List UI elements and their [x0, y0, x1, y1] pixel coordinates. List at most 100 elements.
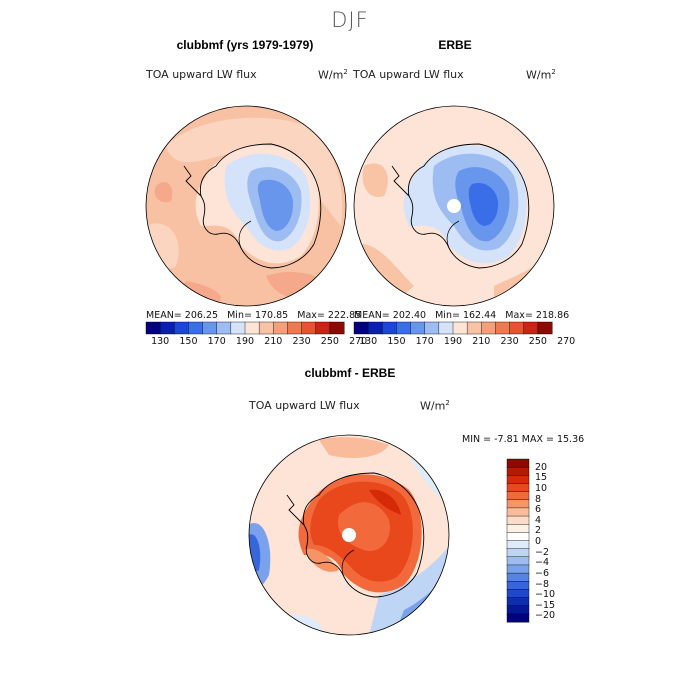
- diff-colorbar-tick-label: −2: [535, 546, 550, 558]
- left-colorbar-tick-label: 190: [235, 336, 255, 347]
- diff-map: [248, 434, 450, 636]
- right-colorbar-tick-label: 190: [443, 336, 463, 347]
- diff-colorbar-swatch: [506, 597, 530, 607]
- right-colorbar-swatch: [495, 321, 511, 335]
- left-colorbar-swatch: [188, 321, 204, 335]
- diff-colorbar-swatch: [506, 523, 530, 533]
- diff-colorbar-swatch: [506, 515, 530, 525]
- right-colorbar-swatch: [438, 321, 454, 335]
- left-colorbar-swatch: [258, 321, 274, 335]
- left-colorbar-swatch: [244, 321, 260, 335]
- right-stats: MEAN= 202.40 Min= 162.44 Max= 218.86: [354, 310, 570, 321]
- diff-panel-title: clubbmf - ERBE: [304, 366, 396, 380]
- left-colorbar-swatch: [273, 321, 288, 335]
- right-colorbar-tick-label: 250: [528, 336, 547, 347]
- diff-colorbar-tick-label: 10: [535, 482, 548, 494]
- left-colorbar-ticks: 130 150 170 190 210 230 250 270: [146, 336, 367, 350]
- right-map: [353, 105, 555, 307]
- diff-colorbar-swatch: [506, 613, 530, 623]
- right-colorbar-tick-label: 130: [359, 336, 378, 347]
- diff-colorbar-tick-label: 6: [535, 504, 542, 516]
- right-colorbar-ticks: 130 150 170 190 210 230 250 270: [354, 336, 575, 350]
- diff-colorbar-swatch: [506, 556, 530, 566]
- left-variable-label: TOA upward LW flux: [146, 68, 257, 81]
- left-stats: MEAN= 206.25 Min= 170.85 Max= 222.85: [146, 310, 362, 321]
- left-colorbar-swatch: [216, 321, 232, 335]
- diff-colorbar-tick-label: −10: [535, 589, 556, 601]
- left-colorbar-swatch: [301, 321, 317, 335]
- left-colorbar-tick-label: 230: [292, 336, 311, 347]
- left-map: [145, 105, 347, 307]
- diff-colorbar-tick-label: −6: [535, 567, 550, 579]
- right-colorbar-tick-label: 270: [557, 336, 576, 347]
- left-colorbar-swatch: [174, 321, 189, 335]
- diff-colorbar-swatch: [506, 605, 530, 615]
- right-colorbar: [353, 321, 553, 335]
- diff-variable-label: TOA upward LW flux: [249, 399, 360, 412]
- diff-colorbar-swatch: [506, 572, 530, 582]
- right-colorbar-swatch: [452, 321, 468, 335]
- right-colorbar-swatch: [466, 321, 482, 335]
- figure-title: DJF: [331, 8, 369, 32]
- diff-colorbar-tick-label: 15: [535, 472, 548, 484]
- left-colorbar-tick-label: 210: [264, 336, 283, 347]
- left-colorbar-swatch: [202, 321, 218, 335]
- left-panel-title: clubbmf (yrs 1979-1979): [176, 38, 314, 52]
- left-colorbar-swatch: [315, 321, 331, 335]
- diff-colorbar-swatch: [506, 483, 530, 493]
- diff-colorbar-tick-label: 2: [535, 525, 542, 537]
- right-colorbar-swatch: [537, 321, 553, 335]
- left-colorbar: [145, 321, 345, 335]
- left-colorbar-swatch: [287, 321, 303, 335]
- diff-colorbar-swatch: [506, 466, 530, 476]
- diff-colorbar-tick-label: −8: [535, 578, 550, 590]
- right-colorbar-swatch: [353, 321, 369, 335]
- diff-units-label: W/m2: [420, 399, 450, 413]
- diff-colorbar-swatch: [506, 540, 530, 550]
- diff-colorbar-tick-label: −4: [535, 557, 550, 569]
- left-colorbar-swatch: [329, 321, 345, 335]
- diff-colorbar-swatch: [506, 581, 530, 590]
- right-colorbar-tick-label: 170: [415, 336, 434, 347]
- diff-colorbar-tick-label: 4: [535, 514, 542, 526]
- diff-colorbar-swatch: [506, 564, 530, 574]
- right-colorbar-tick-label: 150: [387, 336, 406, 347]
- right-colorbar-swatch: [509, 321, 525, 335]
- diff-colorbar-tick-label: −15: [535, 599, 556, 611]
- diff-colorbar-swatch: [506, 475, 530, 484]
- right-colorbar-tick-label: 210: [472, 336, 491, 347]
- diff-colorbar: [506, 458, 530, 623]
- left-colorbar-tick-label: 170: [207, 336, 226, 347]
- right-colorbar-tick-label: 230: [500, 336, 519, 347]
- diff-colorbar-swatch: [506, 532, 530, 541]
- diff-stats: MIN = -7.81 MAX = 15.36: [462, 434, 585, 445]
- right-panel-title: ERBE: [438, 38, 472, 52]
- left-colorbar-tick-label: 270: [349, 336, 368, 347]
- right-units-label: W/m2: [526, 68, 556, 82]
- right-variable-label: TOA upward LW flux: [353, 68, 464, 81]
- diff-colorbar-tick-label: 20: [535, 461, 548, 473]
- diff-colorbar-swatch: [506, 507, 530, 517]
- left-units-label: W/m2: [318, 68, 348, 82]
- left-colorbar-tick-label: 250: [320, 336, 339, 347]
- right-colorbar-swatch: [382, 321, 397, 335]
- left-colorbar-tick-label: 150: [179, 336, 198, 347]
- diff-colorbar-swatch: [506, 499, 530, 509]
- right-colorbar-swatch: [396, 321, 412, 335]
- diff-colorbar-swatch: [506, 458, 530, 468]
- right-colorbar-swatch: [424, 321, 440, 335]
- diff-colorbar-tick-label: 0: [535, 536, 542, 548]
- left-colorbar-tick-label: 130: [151, 336, 170, 347]
- diff-colorbar-swatch: [506, 491, 530, 501]
- right-colorbar-swatch: [410, 321, 426, 335]
- left-colorbar-swatch: [230, 321, 246, 335]
- right-colorbar-swatch: [481, 321, 496, 335]
- left-colorbar-swatch: [159, 321, 175, 335]
- diff-colorbar-swatch: [506, 589, 530, 599]
- diff-colorbar-swatch: [506, 548, 530, 558]
- right-colorbar-swatch: [367, 321, 383, 335]
- diff-colorbar-tick-label: 8: [535, 493, 542, 505]
- diff-colorbar-tick-label: −20: [535, 610, 556, 622]
- left-colorbar-swatch: [145, 321, 161, 335]
- right-colorbar-swatch: [523, 321, 539, 335]
